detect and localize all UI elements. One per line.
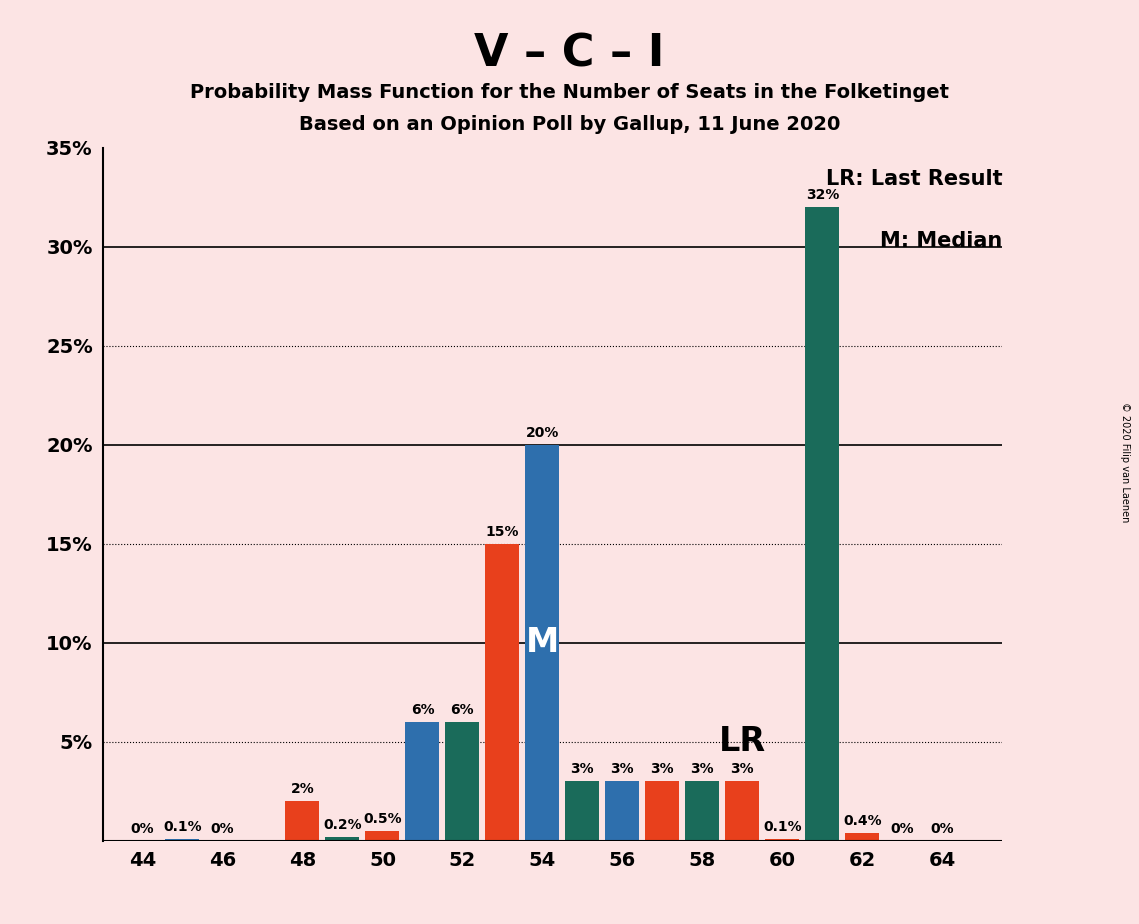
Bar [366,831,400,841]
Text: 3%: 3% [690,762,714,776]
Bar [286,801,319,841]
Bar [805,207,839,841]
Bar [445,722,480,841]
Text: LR: LR [719,725,765,759]
Text: 0%: 0% [211,821,235,836]
Bar [326,837,360,841]
Bar [726,782,760,841]
Bar [646,782,679,841]
Text: 0%: 0% [131,821,154,836]
Text: Based on an Opinion Poll by Gallup, 11 June 2020: Based on an Opinion Poll by Gallup, 11 J… [298,116,841,135]
Text: 15%: 15% [485,525,519,539]
Text: 0%: 0% [931,821,954,836]
Bar [405,722,440,841]
Text: 20%: 20% [526,426,559,440]
Text: 0.1%: 0.1% [763,820,802,834]
Text: 3%: 3% [650,762,674,776]
Text: 3%: 3% [611,762,634,776]
Text: 0.4%: 0.4% [843,814,882,828]
Text: V – C – I: V – C – I [474,32,665,76]
Bar [606,782,639,841]
Bar [765,839,800,841]
Text: 0.2%: 0.2% [323,818,362,832]
Text: M: Median: M: Median [880,231,1002,251]
Bar [565,782,599,841]
Bar [845,833,879,841]
Text: 0.1%: 0.1% [163,820,202,834]
Text: © 2020 Filip van Laenen: © 2020 Filip van Laenen [1121,402,1130,522]
Bar [525,444,559,841]
Text: LR: Last Result: LR: Last Result [826,168,1002,188]
Text: 3%: 3% [730,762,754,776]
Text: 3%: 3% [571,762,595,776]
Text: Probability Mass Function for the Number of Seats in the Folketinget: Probability Mass Function for the Number… [190,83,949,103]
Text: 2%: 2% [290,783,314,796]
Bar [485,544,519,841]
Text: 32%: 32% [805,188,839,202]
Text: 6%: 6% [451,703,474,717]
Bar [686,782,720,841]
Bar [165,839,199,841]
Text: 6%: 6% [411,703,434,717]
Text: M: M [526,626,559,660]
Text: 0.5%: 0.5% [363,812,402,826]
Text: 0%: 0% [891,821,915,836]
